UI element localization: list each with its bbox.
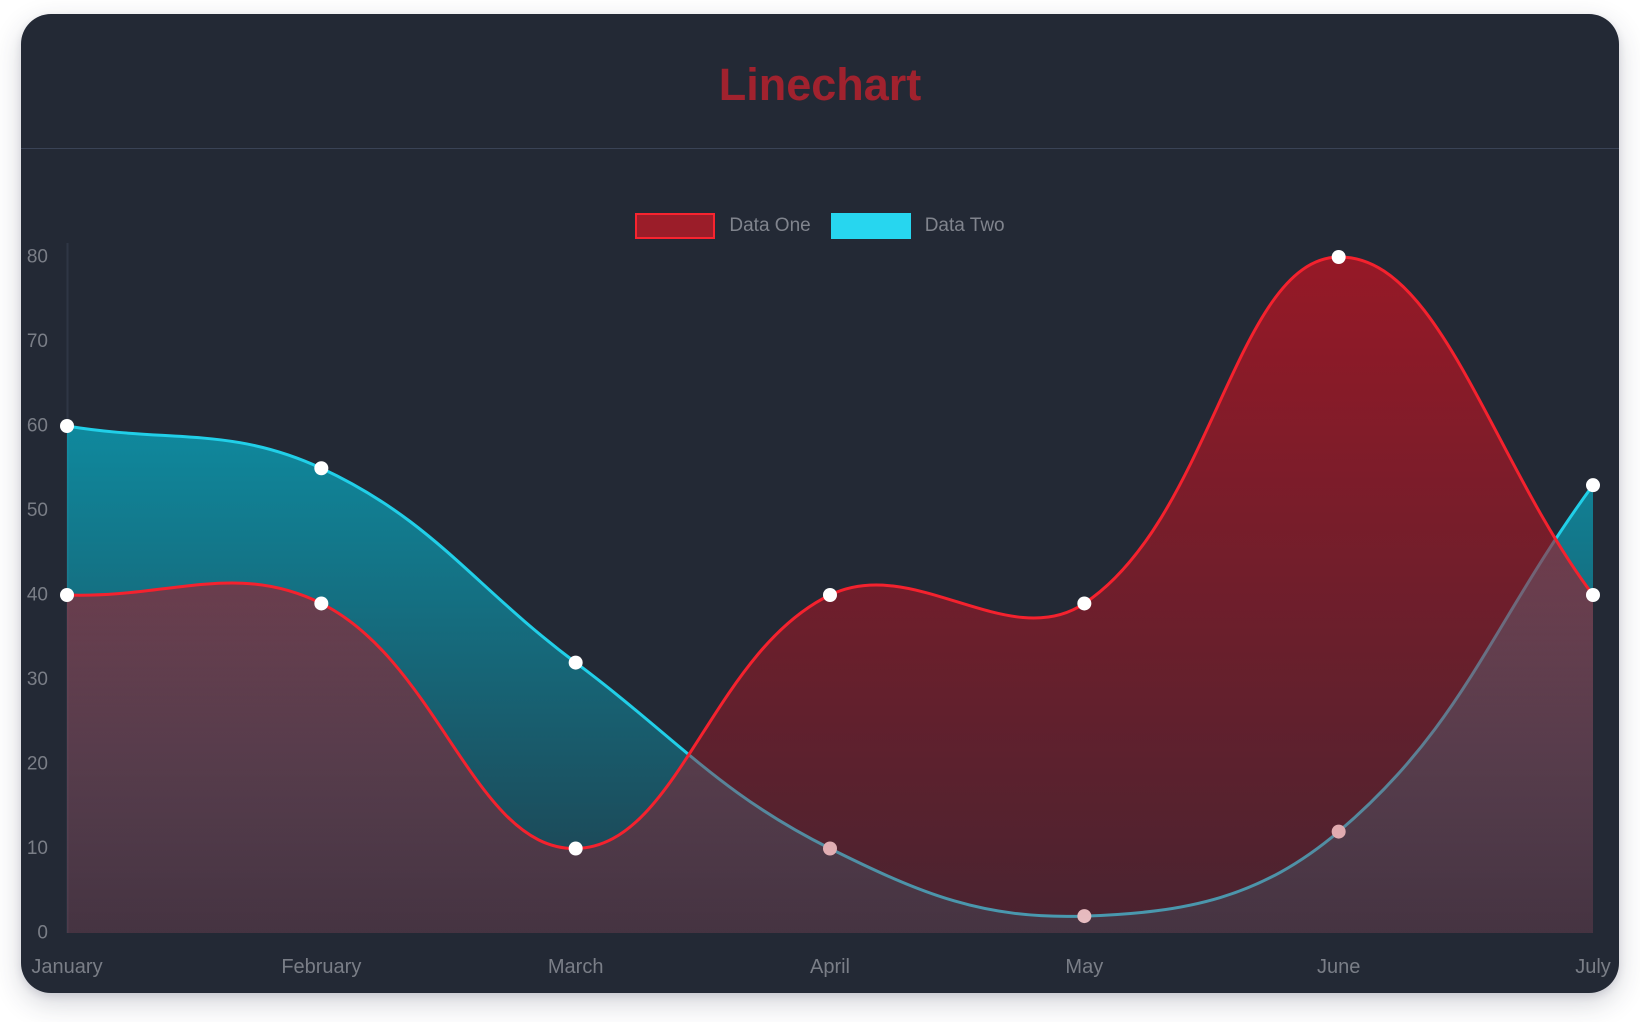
x-axis-label-april: April xyxy=(810,956,850,978)
legend-label-data-one: Data One xyxy=(729,214,811,236)
chart-legend: Data One Data Two xyxy=(21,211,1619,240)
point-data-two-february[interactable] xyxy=(314,461,329,476)
y-axis-label-0: 0 xyxy=(37,923,48,944)
x-axis-label-june: June xyxy=(1317,956,1360,978)
header-divider xyxy=(21,148,1619,149)
point-data-two-july[interactable] xyxy=(1586,478,1600,493)
legend-swatch-data-two xyxy=(830,212,911,239)
point-data-two-march[interactable] xyxy=(568,655,583,670)
y-axis-label-80: 80 xyxy=(27,247,48,268)
series-data-one-area xyxy=(67,256,1593,933)
y-axis-label-20: 20 xyxy=(27,754,48,775)
x-axis-label-july: July xyxy=(1575,956,1611,978)
x-axis-label-may: May xyxy=(1065,956,1103,978)
chart-title: Linechart xyxy=(718,59,922,110)
point-data-one-march[interactable] xyxy=(568,841,583,856)
series-data-one-line xyxy=(65,255,1595,851)
legend-label-data-two: Data Two xyxy=(924,214,1005,236)
point-data-one-june[interactable] xyxy=(1331,250,1346,264)
y-axis-label-50: 50 xyxy=(27,500,48,521)
point-data-two-january[interactable] xyxy=(60,419,74,433)
point-data-one-april[interactable] xyxy=(823,588,837,602)
point-data-one-july[interactable] xyxy=(1586,588,1600,602)
x-axis-label-march: March xyxy=(548,956,604,978)
y-axis-label-60: 60 xyxy=(27,416,48,437)
y-axis-label-70: 70 xyxy=(27,331,48,352)
legend-swatch-data-one xyxy=(635,212,716,239)
y-axis-label-40: 40 xyxy=(27,585,48,606)
x-axis-label-january: January xyxy=(31,956,102,978)
legend-item-data-two[interactable]: Data Two xyxy=(830,212,1005,239)
y-axis-label-10: 10 xyxy=(27,838,48,859)
point-data-one-january[interactable] xyxy=(60,588,74,602)
y-axis-label-30: 30 xyxy=(27,669,48,690)
point-data-one-may[interactable] xyxy=(1077,596,1092,611)
point-data-one-february[interactable] xyxy=(314,596,329,611)
x-axis-label-february: February xyxy=(281,956,361,978)
legend-item-data-one[interactable]: Data One xyxy=(635,212,811,239)
